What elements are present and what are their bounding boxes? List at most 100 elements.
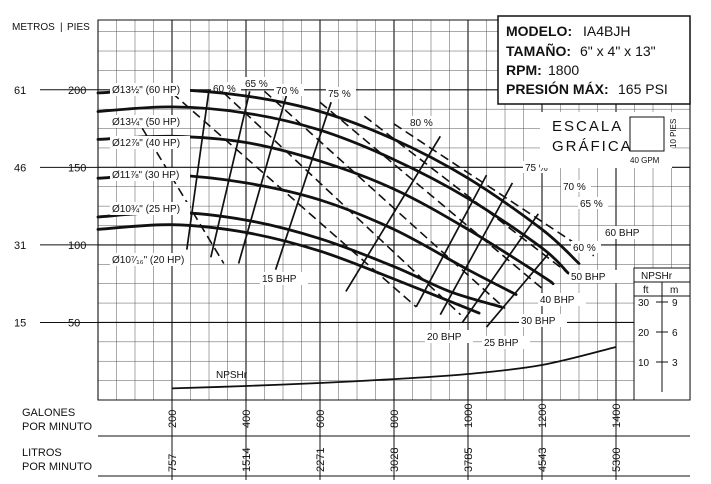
bhp-label: 30 BHP [521, 316, 556, 327]
head-tick-ft: 50 [68, 317, 80, 329]
head-tick-ft: 200 [68, 85, 86, 97]
impeller-curve [96, 105, 570, 275]
impeller-label: Ø11⅞" (30 HP) [112, 170, 179, 181]
lpm-tick-label: 4543 [537, 448, 549, 472]
gpm-axis-label-1: GALONES [22, 407, 75, 419]
model-label: MODELO: [506, 23, 572, 39]
lpm-tick-label: 3785 [463, 448, 475, 472]
efficiency-line-right [415, 174, 488, 308]
efficiency-label-bg [571, 241, 601, 253]
gpm-tick-label: 400 [241, 410, 253, 428]
efficiency-line-right [461, 213, 539, 323]
impeller-label-bg [110, 202, 190, 215]
impeller-label-bg [110, 168, 190, 181]
impeller-label-bg [110, 115, 190, 128]
info-box: MODELO: IA4BJH TAMAÑO: 6" x 4" x 13" RPM… [497, 15, 691, 105]
npshr-tick-m: 3 [672, 358, 678, 369]
impeller-label: Ø10¾" (25 HP) [112, 204, 180, 215]
rpm-value: 1800 [548, 62, 579, 78]
bhp-label: 60 BHP [605, 228, 640, 239]
graphic-scale-x-unit: 40 GPM [630, 156, 660, 165]
axis-unit-pies: PIES [67, 22, 90, 33]
bhp-line [393, 123, 595, 257]
graphic-scale-square [629, 116, 665, 152]
bhp-label: 50 BHP [571, 272, 606, 283]
bhp-label: 40 BHP [540, 295, 575, 306]
efficiency-label-bg [326, 87, 356, 99]
npshr-tick-m: 9 [672, 298, 678, 309]
graphic-scale-line1: ESCALA [552, 118, 623, 135]
efficiency-label: 70 % [276, 86, 299, 97]
head-tick-m: 31 [14, 240, 26, 252]
bhp-label-bg [538, 293, 586, 306]
head-axis-ticks: 200 61 150 46 100 31 50 15 [14, 85, 98, 329]
head-tick-m: 61 [14, 85, 26, 97]
efficiency-label-bg [408, 116, 438, 128]
gpm-axis-label-2: POR MINUTO [22, 421, 93, 433]
bhp-label: 15 BHP [262, 274, 297, 285]
lpm-tick-label: 3028 [389, 448, 401, 472]
head-tick-ft: 100 [68, 240, 86, 252]
npshr-scale-ticks: 30 9 20 6 10 3 [638, 298, 678, 369]
bhp-label-bg [425, 330, 473, 343]
rpm-label: RPM: [506, 62, 542, 78]
impeller-curves: Ø13½" (60 HP) Ø13¼" (50 HP) Ø12⅞" (40 HP) Ø… [96, 83, 581, 315]
graphic-scale: ESCALA GRÁFICA 40 GPM 10 PIES [540, 112, 678, 168]
efficiency-label: 80 % [410, 118, 433, 129]
size-label: TAMAÑO: [506, 42, 571, 59]
efficiency-line [209, 91, 251, 258]
efficiency-label: 60 % [573, 243, 596, 254]
bhp-line [263, 90, 506, 310]
efficiency-lines: 60 % 65 % 70 % 75 % 80 % 75 % 70 % 65 % 60 % [185, 77, 608, 328]
efficiency-line [237, 94, 288, 264]
bhp-label-bg [603, 226, 651, 239]
bhp-label: 20 BHP [427, 332, 462, 343]
axis-unit-metros: METROS [12, 22, 55, 33]
gpm-tick-label: 1200 [537, 404, 549, 428]
npshr-tick-m: 6 [672, 328, 678, 339]
efficiency-line [185, 89, 210, 250]
gpm-tick-label: 800 [389, 410, 401, 428]
npshr-tick-ft: 30 [638, 298, 650, 309]
impeller-label-bg [110, 253, 190, 266]
efficiency-label: 75 % [525, 163, 548, 174]
head-tick-m: 15 [14, 317, 26, 329]
npshr-tick-ft: 20 [638, 328, 650, 339]
axis-unit-separator: | [60, 22, 63, 33]
efficiency-label-bg [243, 77, 273, 89]
npshr-scale-col-m: m [670, 285, 678, 296]
gpm-tick-label: 600 [315, 410, 327, 428]
npshr-line [171, 346, 617, 390]
efficiency-label-bg [578, 197, 608, 209]
info-box-frame [497, 15, 691, 105]
graphic-scale-y-unit: 10 PIES [669, 119, 678, 148]
impeller-label: Ø10⁷⁄₁₆" (20 HP) [112, 255, 184, 266]
impeller-label-bg [110, 136, 190, 149]
efficiency-label: 65 % [580, 199, 603, 210]
lpm-tick-label: 1514 [241, 448, 253, 472]
efficiency-label: 75 % [328, 89, 351, 100]
efficiency-label: 65 % [245, 79, 268, 90]
npshr-curve: NPSHr [171, 346, 617, 390]
bhp-label-bg [482, 336, 530, 349]
lpm-tick-label: 2271 [315, 448, 327, 472]
efficiency-label-bg [211, 82, 241, 94]
flow-axis-ticks: 200 400 600 800 1000 1200 1400 757 1514 2271 3028 3… [167, 400, 623, 480]
gpm-tick-label: 200 [167, 410, 179, 428]
npshr-line-label: NPSHr [216, 370, 248, 381]
npshr-scale-box: NPSHr ft m 30 9 20 6 10 3 [633, 267, 691, 401]
graphic-scale-line2: GRÁFICA [552, 138, 633, 155]
impeller-label: Ø13½" (60 HP) [112, 85, 180, 96]
efficiency-label: 70 % [563, 182, 586, 193]
lpm-axis-label-1: LITROS [22, 447, 62, 459]
efficiency-label-bg [274, 84, 304, 96]
size-value: 6" x 4" x 13" [580, 43, 656, 59]
npshr-scale-col-ft: ft [643, 285, 649, 296]
npshr-tick-ft: 10 [638, 358, 650, 369]
bhp-label-bg [519, 314, 567, 327]
impeller-label: Ø12⅞" (40 HP) [112, 138, 180, 149]
bhp-label-bg [260, 272, 308, 285]
lpm-tick-label: 757 [167, 454, 179, 472]
